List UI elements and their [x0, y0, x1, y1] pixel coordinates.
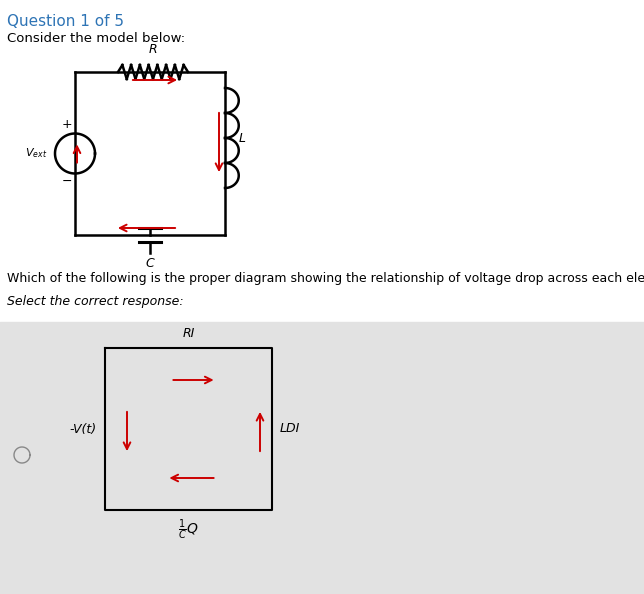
- Text: $\frac{1}{C}Q$: $\frac{1}{C}Q$: [178, 518, 199, 542]
- Text: Question 1 of 5: Question 1 of 5: [7, 14, 124, 29]
- Text: -V(t): -V(t): [70, 422, 97, 435]
- Text: −: −: [62, 175, 72, 188]
- Text: RI: RI: [182, 327, 194, 340]
- Text: LDI: LDI: [280, 422, 300, 435]
- Text: +: +: [62, 118, 72, 131]
- Text: $V_{ext}$: $V_{ext}$: [24, 147, 47, 160]
- Text: R: R: [149, 43, 157, 56]
- Text: Which of the following is the proper diagram showing the relationship of voltage: Which of the following is the proper dia…: [7, 272, 644, 285]
- Text: L: L: [239, 131, 246, 144]
- Text: Consider the model below:: Consider the model below:: [7, 32, 185, 45]
- Text: Select the correct response:: Select the correct response:: [7, 295, 184, 308]
- Text: C: C: [146, 257, 155, 270]
